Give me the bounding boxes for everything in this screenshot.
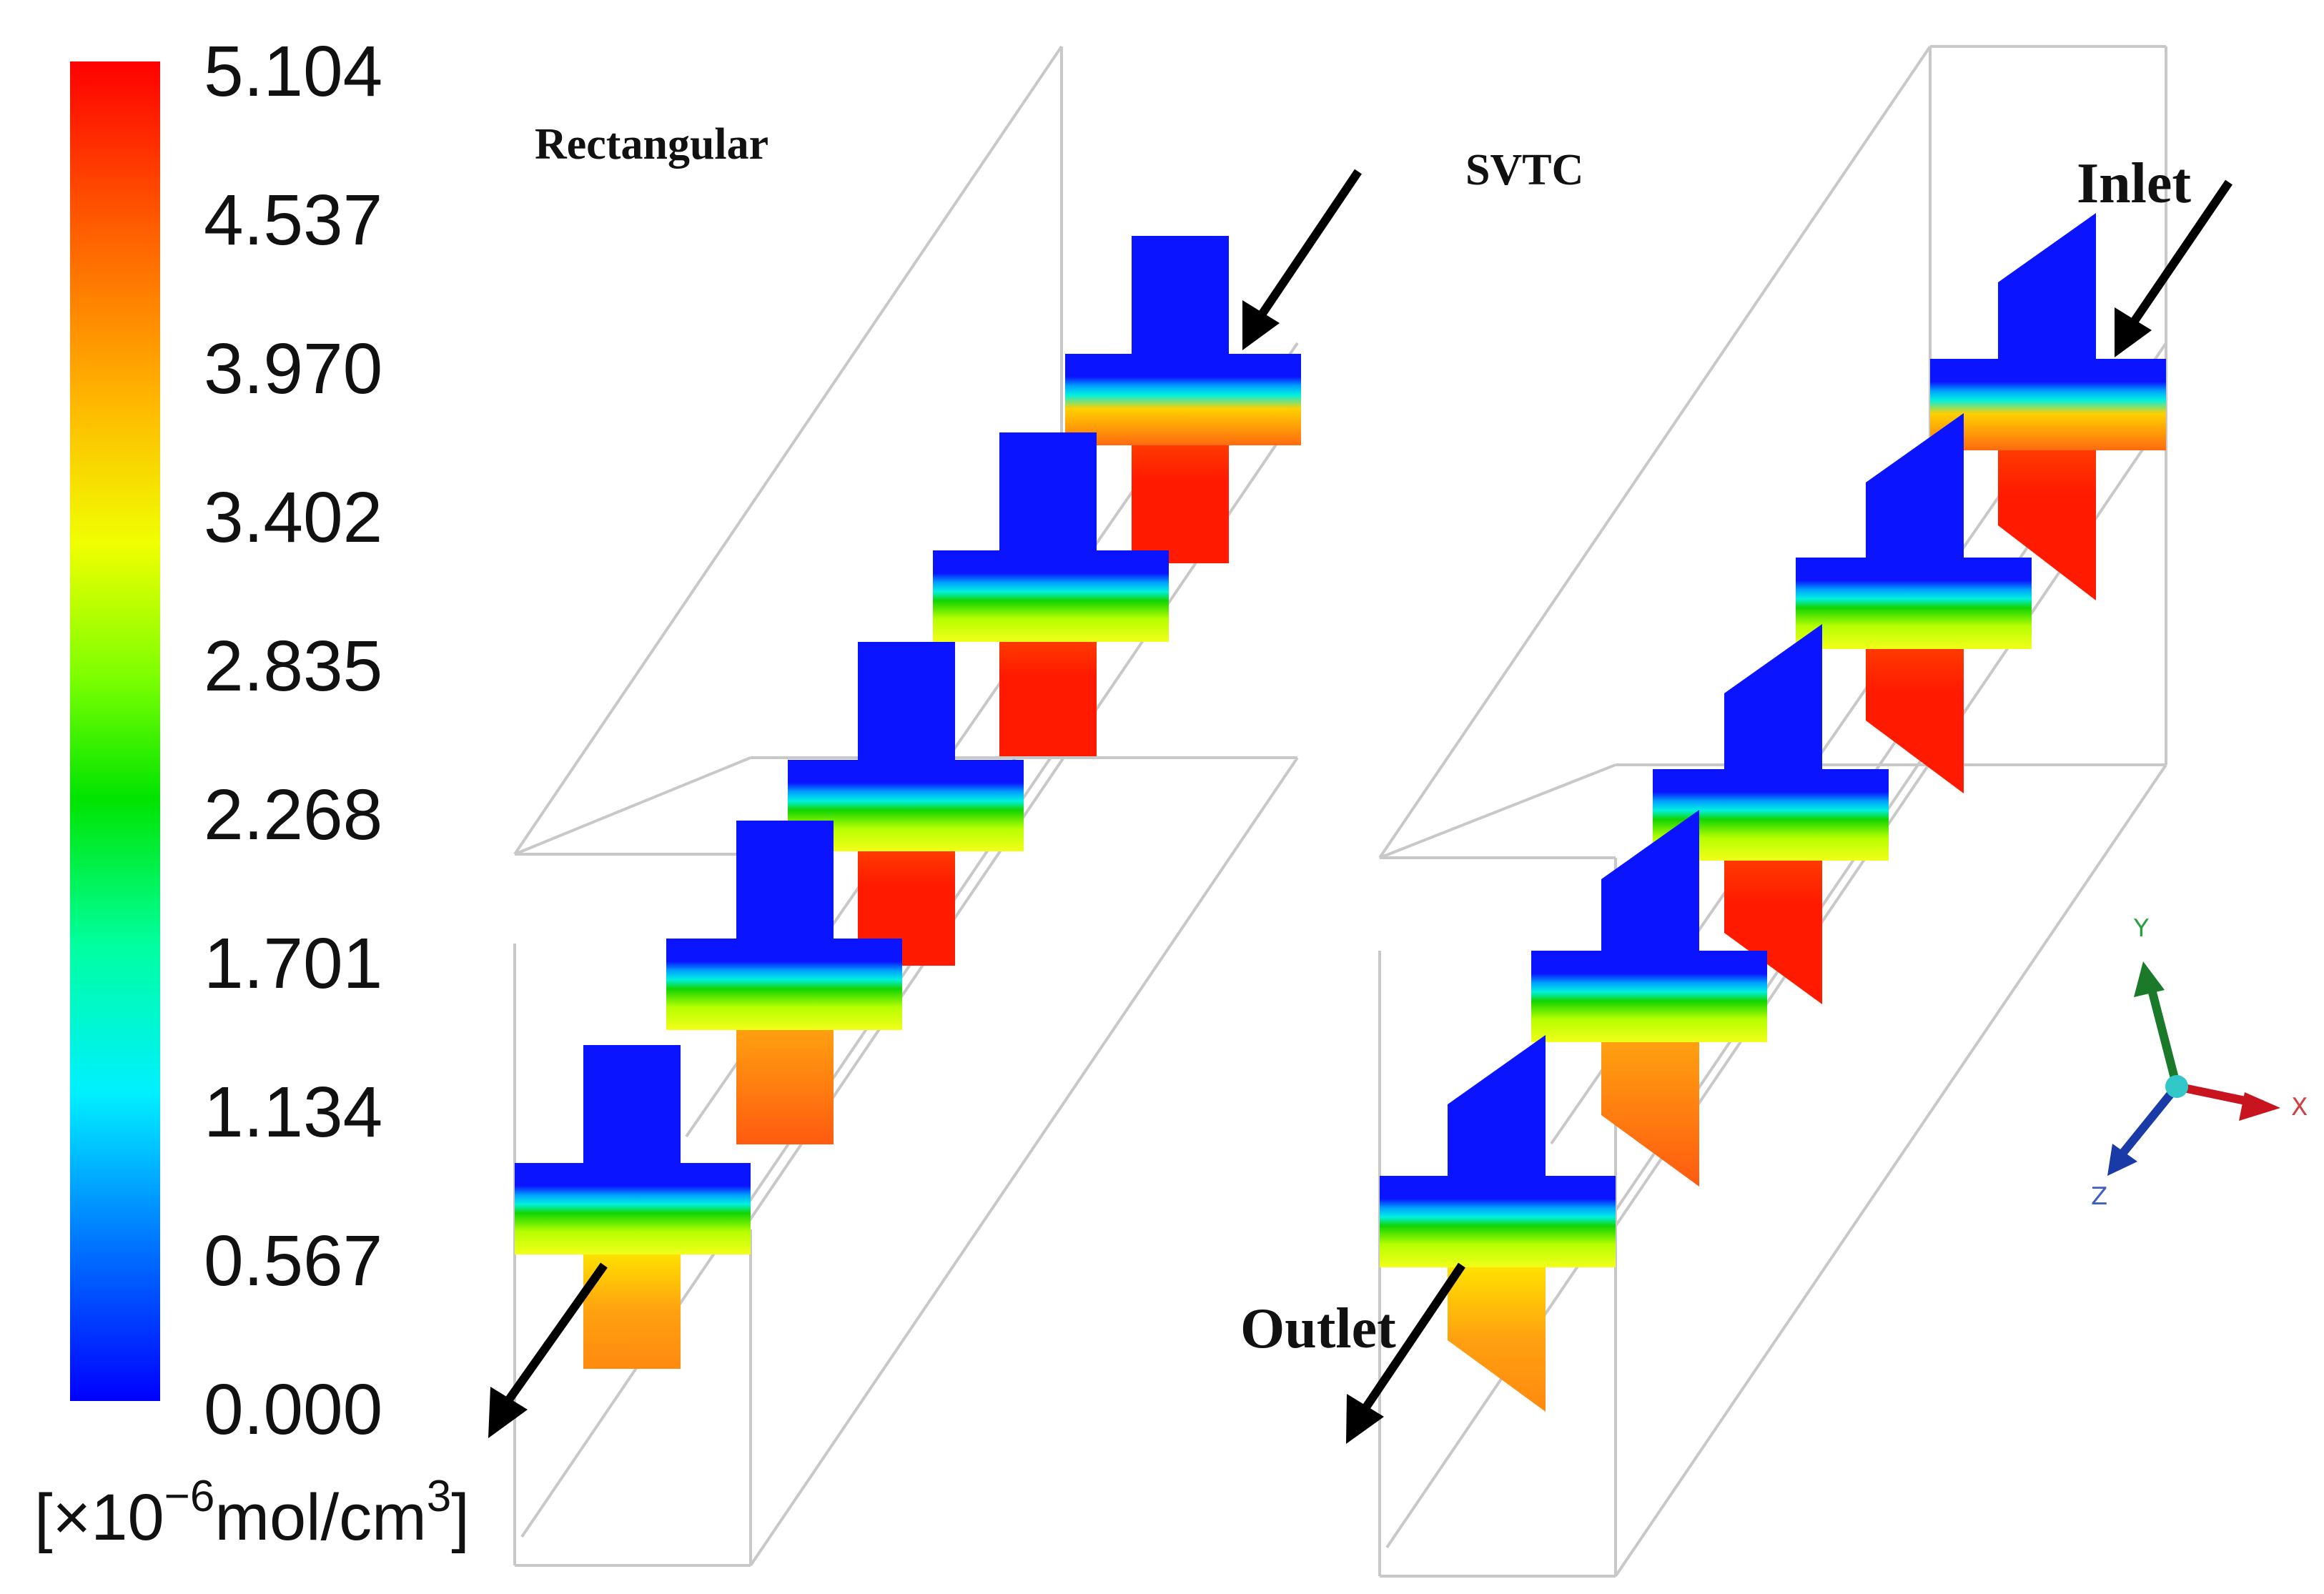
unit-mid: mol/cm bbox=[214, 1481, 426, 1554]
svtc-cross bbox=[1653, 624, 1889, 1004]
rect-inlet-arrow bbox=[1242, 169, 1362, 350]
rect-cross bbox=[666, 821, 902, 1144]
svtc-inlet-arrow bbox=[2115, 179, 2232, 357]
svtc-cross bbox=[1930, 213, 2166, 600]
x-axis-label: X bbox=[2291, 1093, 2308, 1122]
colorbar-ticks: 5.104 4.537 3.970 3.402 2.835 2.268 1.70… bbox=[204, 31, 382, 1450]
colorbar-tick: 3.970 bbox=[204, 329, 382, 409]
z-axis-label: Z bbox=[2091, 1182, 2107, 1211]
unit-prefix: [×10 bbox=[34, 1481, 164, 1554]
svtc-cross bbox=[1796, 413, 2032, 793]
outlet-label: Outlet bbox=[1240, 1297, 1396, 1360]
colorbar-tick: 0.000 bbox=[204, 1370, 382, 1450]
colorbar-tick: 3.402 bbox=[204, 477, 382, 558]
svtc-cross bbox=[1531, 810, 1767, 1187]
svtc-cross bbox=[1380, 1035, 1616, 1412]
axis-origin bbox=[2165, 1075, 2188, 1098]
unit-exponent-2: 3 bbox=[427, 1472, 451, 1521]
x-axis-arrowhead bbox=[2239, 1092, 2280, 1121]
z-axis-arrowhead bbox=[2107, 1144, 2137, 1176]
colorbar-gradient bbox=[70, 61, 160, 1401]
svtc-title: SVTC bbox=[1465, 146, 1583, 194]
colorbar-tick: 1.701 bbox=[204, 924, 382, 1004]
axis-triad: Y X Z bbox=[2091, 914, 2308, 1211]
y-axis-label: Y bbox=[2133, 914, 2149, 943]
unit-exponent: −6 bbox=[164, 1472, 215, 1521]
svtc-outlet-arrow bbox=[1346, 1262, 1465, 1444]
colorbar-unit: [×10−6mol/cm3] bbox=[34, 1472, 470, 1554]
colorbar-tick: 5.104 bbox=[204, 31, 382, 112]
rectangular-title: Rectangular bbox=[535, 120, 768, 169]
colorbar-tick: 0.567 bbox=[204, 1221, 382, 1301]
inlet-label: Inlet bbox=[2077, 152, 2191, 215]
y-axis-arrowhead bbox=[2134, 961, 2165, 997]
unit-suffix: ] bbox=[451, 1481, 470, 1554]
rect-outlet-arrow bbox=[488, 1262, 608, 1438]
colorbar-tick: 2.835 bbox=[204, 626, 382, 706]
colorbar-tick: 1.134 bbox=[204, 1072, 382, 1152]
colorbar-tick: 4.537 bbox=[204, 180, 382, 260]
rect-cross bbox=[515, 1045, 751, 1369]
rect-cross bbox=[1065, 236, 1301, 563]
colorbar-tick: 2.268 bbox=[204, 775, 382, 855]
rect-cross bbox=[933, 432, 1169, 756]
